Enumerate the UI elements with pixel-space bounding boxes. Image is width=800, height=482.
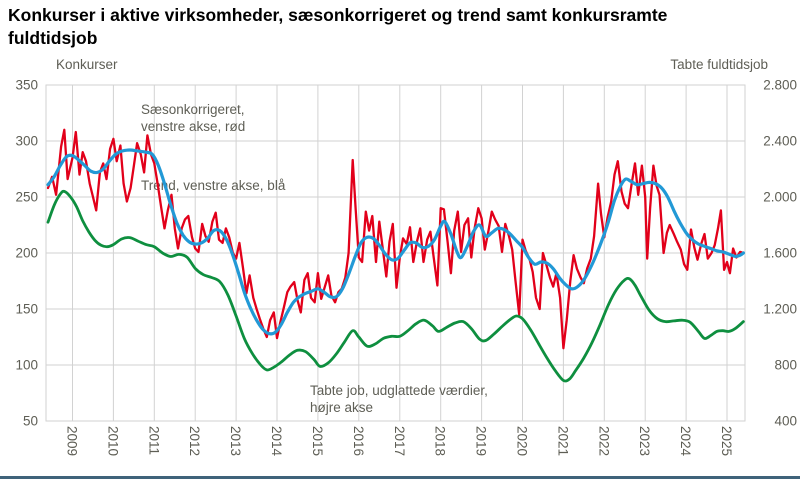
x-axis-year-label: 2010	[105, 426, 120, 456]
x-axis-year-label: 2023	[637, 426, 652, 456]
x-axis-year-label: 2014	[269, 426, 284, 457]
left-axis-tick: 250	[15, 190, 38, 205]
trend-label: Trend, venstre akse, blå	[141, 178, 286, 193]
x-axis-year-label: 2011	[146, 426, 161, 455]
x-axis-year-label: 2019	[474, 426, 489, 456]
lost-jobs-label: Tabte job, udglattede værdier, højre akse	[310, 383, 488, 415]
left-axis-tick: 350	[15, 78, 38, 93]
right-axis-tick: 1.200	[763, 302, 797, 317]
x-axis-year-label: 2025	[719, 426, 734, 456]
left-axis-tick: 50	[23, 414, 38, 429]
left-axis-tick: 100	[15, 358, 38, 373]
left-axis-tick: 200	[15, 246, 38, 261]
footer-rule	[0, 476, 800, 479]
x-axis-year-label: 2020	[515, 426, 530, 456]
x-axis-year-label: 2018	[433, 426, 448, 456]
x-axis-year-label: 2015	[310, 426, 325, 456]
right-axis-tick: 2.800	[763, 78, 797, 93]
series-trend-line	[46, 148, 745, 336]
axis-labels: 350 300 250 200 150 100 50 2.800 2.400 2.000 1.600…	[15, 57, 797, 457]
right-axis-title: Tabte fuldtidsjob	[670, 57, 768, 72]
left-axis-tick: 150	[15, 302, 38, 317]
x-axis-year-label: 2024	[678, 426, 693, 457]
left-axis-tick: 300	[15, 134, 38, 149]
trend-label-line: Trend, venstre akse, blå	[141, 178, 286, 193]
right-axis-tick: 2.000	[763, 190, 797, 205]
x-axis-year-label: 2022	[596, 426, 611, 456]
right-axis-tick: 2.400	[763, 134, 797, 149]
series-lost-jobs-line	[46, 189, 745, 383]
right-axis-tick: 1.600	[763, 246, 797, 261]
seasonally-adjusted-label: Sæsonkorrigeret, venstre akse, rød	[141, 102, 245, 134]
lost-jobs-label-line: højre akse	[310, 400, 373, 415]
lost-jobs-label-line: Tabte job, udglattede værdier,	[310, 383, 488, 398]
gridlines	[45, 84, 746, 422]
x-axis-year-label: 2012	[187, 426, 202, 456]
seasonally-adjusted-label-line: Sæsonkorrigeret,	[141, 102, 245, 117]
right-axis-tick: 400	[774, 414, 797, 429]
chart-title-line1: Konkurser i aktive virksomheder, sæsonko…	[8, 5, 668, 25]
right-axis-tick: 800	[774, 358, 797, 373]
x-axis-year-label: 2021	[555, 426, 570, 456]
chart-title: Konkurser i aktive virksomheder, sæsonko…	[8, 4, 792, 50]
x-axis-year-label: 2017	[392, 426, 407, 456]
x-axis-year-label: 2016	[351, 426, 366, 456]
left-axis-title: Konkurser	[56, 57, 118, 72]
seasonally-adjusted-label-line: venstre akse, rød	[141, 119, 245, 134]
series-seasonally-adjusted-line	[46, 128, 745, 350]
x-axis-year-label: 2013	[228, 426, 243, 456]
chart-title-line2: fuldtidsjob	[8, 28, 98, 48]
x-axis-year-label: 2009	[65, 426, 80, 456]
